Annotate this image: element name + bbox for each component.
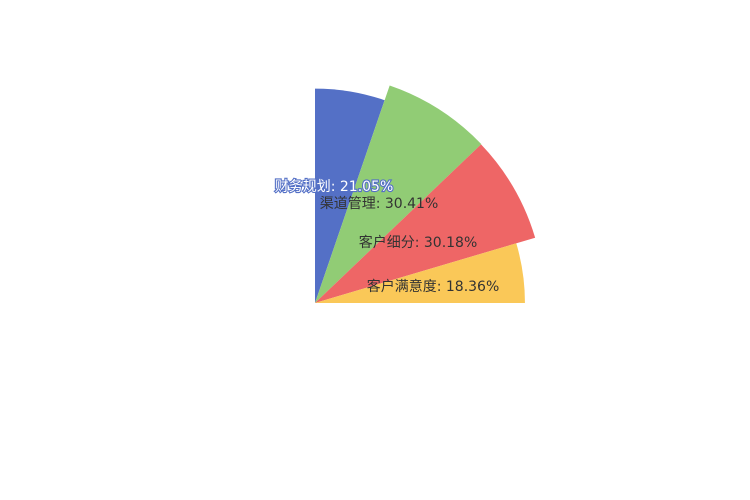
slice-label-2: 渠道管理: 30.41%: [320, 196, 439, 212]
labels-group: 财务规划: 21.05%渠道管理: 30.41% 客户细分: 30.18% 客户满意…: [274, 178, 500, 295]
slice-2[interactable]: [315, 85, 482, 303]
slice-label-4: 客户满意度: 18.36%: [367, 278, 500, 295]
slice-label-1: 财务规划: 21.05%: [275, 179, 394, 195]
slice-1[interactable]: [315, 88, 385, 304]
slice-3[interactable]: [315, 144, 536, 303]
slice-label-3: 客户细分: 30.18%: [359, 234, 478, 251]
slices-group: [315, 85, 536, 304]
slice-4[interactable]: [315, 243, 525, 303]
